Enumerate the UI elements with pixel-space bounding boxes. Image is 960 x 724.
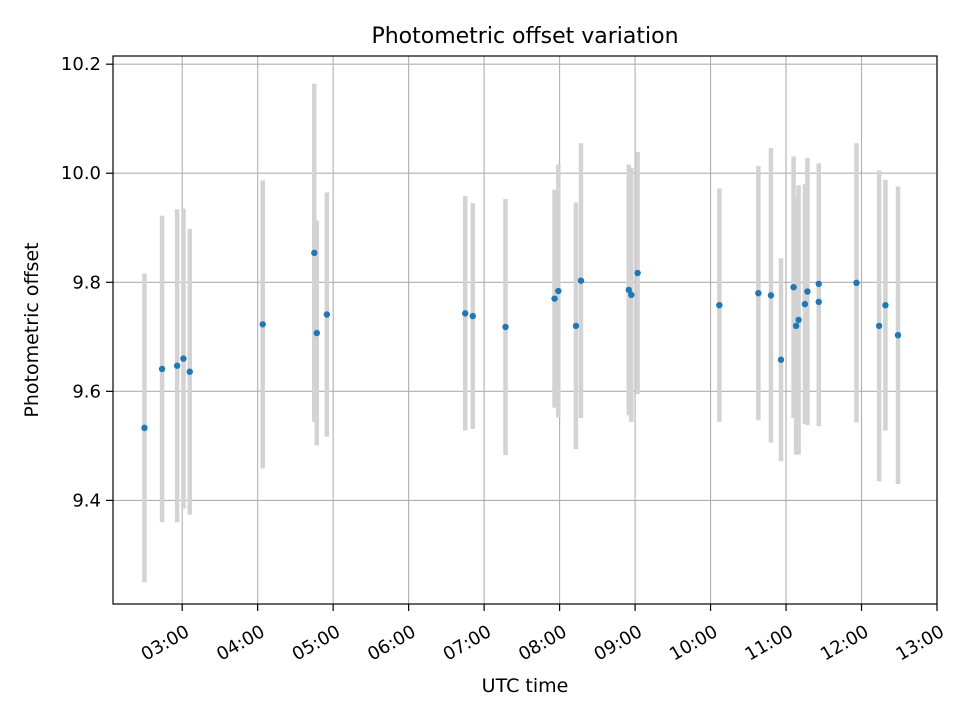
data-point bbox=[801, 300, 809, 308]
data-point bbox=[853, 279, 860, 287]
y-tick-label: 9.8 bbox=[72, 272, 101, 293]
data-point bbox=[577, 277, 585, 284]
data-point bbox=[141, 424, 148, 432]
data-point bbox=[628, 291, 635, 299]
data-point bbox=[469, 312, 476, 320]
y-tick-label: 9.6 bbox=[72, 381, 101, 402]
data-point bbox=[555, 287, 562, 295]
data-point bbox=[462, 310, 469, 317]
data-points bbox=[141, 249, 902, 432]
data-point bbox=[795, 316, 802, 324]
data-point bbox=[180, 355, 187, 362]
y-tick-label: 9.4 bbox=[72, 490, 101, 511]
y-axis-label: Photometric offset bbox=[21, 242, 43, 417]
chart-title: Photometric offset variation bbox=[371, 24, 678, 49]
data-point bbox=[625, 286, 632, 294]
data-point bbox=[551, 295, 558, 302]
x-axis-label: UTC time bbox=[482, 675, 569, 697]
data-point bbox=[173, 362, 181, 369]
data-point bbox=[572, 322, 580, 330]
data-point bbox=[804, 288, 811, 295]
data-point bbox=[790, 283, 797, 291]
plot-frame bbox=[112, 55, 938, 605]
data-point bbox=[311, 249, 318, 257]
data-point bbox=[777, 356, 785, 363]
data-point bbox=[259, 321, 266, 328]
data-point bbox=[755, 289, 762, 297]
data-point bbox=[158, 365, 166, 373]
data-point bbox=[716, 301, 723, 309]
data-point bbox=[313, 329, 320, 337]
data-point bbox=[634, 269, 641, 277]
data-point bbox=[875, 322, 883, 330]
data-point bbox=[792, 322, 800, 330]
data-point bbox=[882, 301, 889, 309]
y-tick-label: 10.2 bbox=[61, 54, 101, 75]
data-point bbox=[502, 323, 509, 331]
data-point bbox=[767, 292, 775, 299]
data-point bbox=[894, 331, 902, 339]
data-point bbox=[323, 311, 331, 318]
data-point bbox=[186, 368, 193, 375]
y-tick-label: 10.0 bbox=[61, 163, 101, 184]
y-axis-ticks: 9.4 9.6 9.8 10.0 10.2 bbox=[61, 54, 113, 511]
data-point bbox=[815, 280, 822, 288]
data-point bbox=[815, 298, 822, 306]
